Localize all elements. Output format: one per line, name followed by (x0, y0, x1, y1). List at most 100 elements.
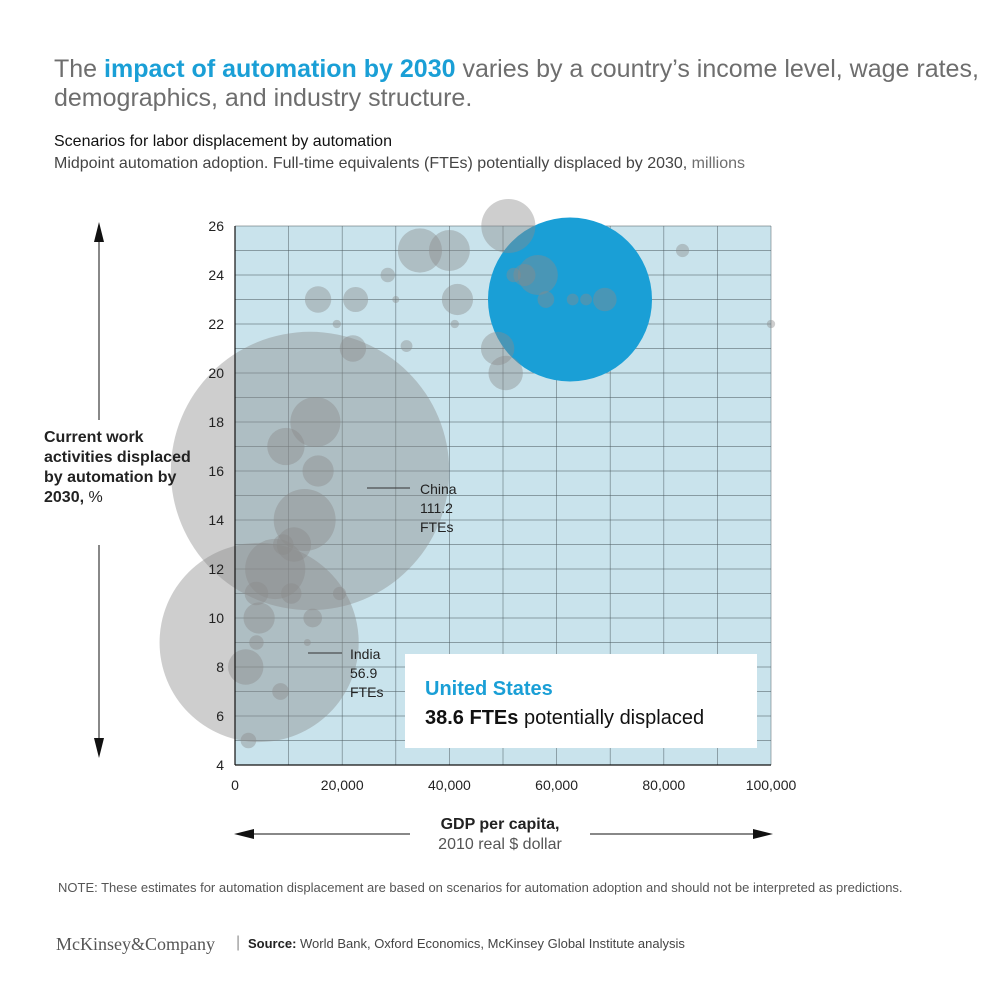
bubble (488, 355, 523, 391)
bubble (276, 527, 312, 562)
bubble (380, 267, 395, 283)
india-label: India (350, 646, 381, 662)
bubble (400, 340, 413, 352)
x-tick-label: 60,000 (535, 777, 578, 793)
y-tick-label: 24 (208, 267, 224, 283)
y-tick-label: 22 (208, 316, 224, 332)
title-post: varies by a country’s income level, wage… (54, 55, 979, 112)
x-axis-label-unit: 2010 real $ dollar (438, 836, 562, 853)
y-tick-label: 8 (216, 659, 224, 675)
india-label: 56.9 (350, 665, 377, 681)
bubble (267, 427, 305, 466)
y-tick-label: 12 (208, 561, 224, 577)
bubble (766, 319, 776, 329)
x-axis-arrow-left-icon (234, 829, 254, 839)
bubble (290, 396, 341, 448)
title-pre: The (54, 55, 105, 83)
us-callout-box: United States 38.6 FTEs potentially disp… (405, 654, 757, 748)
chart-subtitle: Scenarios for labor displacement by auto… (54, 133, 392, 150)
y-axis-arrow-up-icon (94, 222, 104, 242)
y-tick-label: 16 (208, 463, 224, 479)
axes (234, 226, 771, 766)
bubble (397, 228, 443, 273)
bubble (517, 254, 558, 296)
bubble (675, 243, 690, 258)
bubble (272, 683, 289, 700)
x-axis-arrow-right-icon (753, 829, 773, 839)
bubble-china (170, 331, 450, 611)
x-axis-label: GDP per capita, 2010 real $ dollar (400, 815, 600, 855)
bubble (281, 583, 302, 604)
x-tick-label: 0 (231, 777, 239, 793)
bubble (302, 455, 334, 487)
tick-labels: 4 6 8 10 12 14 16 18 20 22 24 26 0 20,000 40,000 60,000… (208, 218, 796, 793)
bubble (240, 732, 257, 749)
bubble (243, 602, 275, 634)
y-tick-label: 10 (208, 610, 224, 626)
footer-separator: | (236, 934, 241, 951)
bubbles (159, 198, 776, 749)
china-label: FTEs (420, 519, 453, 535)
bubble (480, 331, 515, 366)
bubble (428, 230, 470, 271)
source-text: World Bank, Oxford Economics, McKinsey G… (296, 936, 685, 951)
bubble-united-states (487, 217, 653, 382)
footnote: NOTE: These estimates for automation dis… (58, 880, 903, 895)
chart-description: Midpoint automation adoption. Full-time … (54, 155, 745, 173)
x-axis-label-text: GDP per capita, (440, 816, 560, 833)
bubble (593, 287, 617, 312)
bubble (566, 293, 579, 306)
y-tick-label: 20 (208, 365, 224, 381)
y-tick-label: 4 (216, 757, 224, 773)
y-axis-label-text: Current work activities displaced by aut… (44, 429, 191, 506)
china-label: 111.2 (420, 500, 453, 516)
bubble (273, 534, 294, 555)
y-tick-label: 18 (208, 414, 224, 430)
y-axis-label-unit: % (84, 489, 103, 506)
bubble (513, 263, 536, 287)
description-unit: millions (687, 155, 746, 172)
bubble (273, 489, 336, 551)
annotations: China 111.2 FTEs India 56.9 FTEs (308, 481, 457, 700)
mckinsey-logo: McKinsey&Company (56, 934, 215, 954)
india-label: FTEs (350, 684, 383, 700)
source-note: Source: World Bank, Oxford Economics, Mc… (248, 936, 685, 951)
y-tick-label: 6 (216, 708, 224, 724)
bubble (580, 293, 592, 306)
description-text: Midpoint automation adoption. Full-time … (54, 155, 688, 172)
callout-value: 38.6 FTEs potentially displaced (425, 707, 704, 730)
bubble (339, 335, 367, 362)
bubble (481, 198, 536, 254)
bubble (332, 319, 342, 329)
bubble (537, 291, 555, 308)
x-tick-label: 40,000 (428, 777, 471, 793)
bubble-india (159, 542, 359, 743)
bubble (249, 635, 264, 650)
callout-value-rest: potentially displaced (518, 707, 705, 729)
y-tick-label: 14 (208, 512, 224, 528)
callout-value-bold: 38.6 FTEs (425, 707, 519, 729)
bubble (303, 608, 323, 628)
bubble (245, 538, 306, 600)
bubble (343, 286, 369, 313)
bubble (303, 639, 311, 646)
y-axis-arrow-down-icon (94, 738, 104, 758)
x-tick-label: 20,000 (321, 777, 364, 793)
bubble (332, 586, 347, 601)
bubble (506, 267, 521, 283)
china-label: China (420, 481, 457, 497)
x-tick-label: 80,000 (642, 777, 685, 793)
bubble (244, 581, 269, 606)
page-title: The impact of automation by 2030 varies … (54, 55, 984, 113)
y-tick-label: 26 (208, 218, 224, 234)
title-highlight: impact of automation by 2030 (104, 55, 456, 83)
source-label: Source: (248, 936, 297, 951)
bubble (228, 649, 264, 685)
bubble (304, 286, 332, 313)
bubble (392, 296, 400, 303)
callout-title: United States (425, 678, 553, 700)
x-tick-label: 100,000 (746, 777, 797, 793)
bubble (441, 283, 474, 316)
bubble (450, 319, 459, 329)
y-axis-label: Current work activities displaced by aut… (44, 428, 194, 508)
